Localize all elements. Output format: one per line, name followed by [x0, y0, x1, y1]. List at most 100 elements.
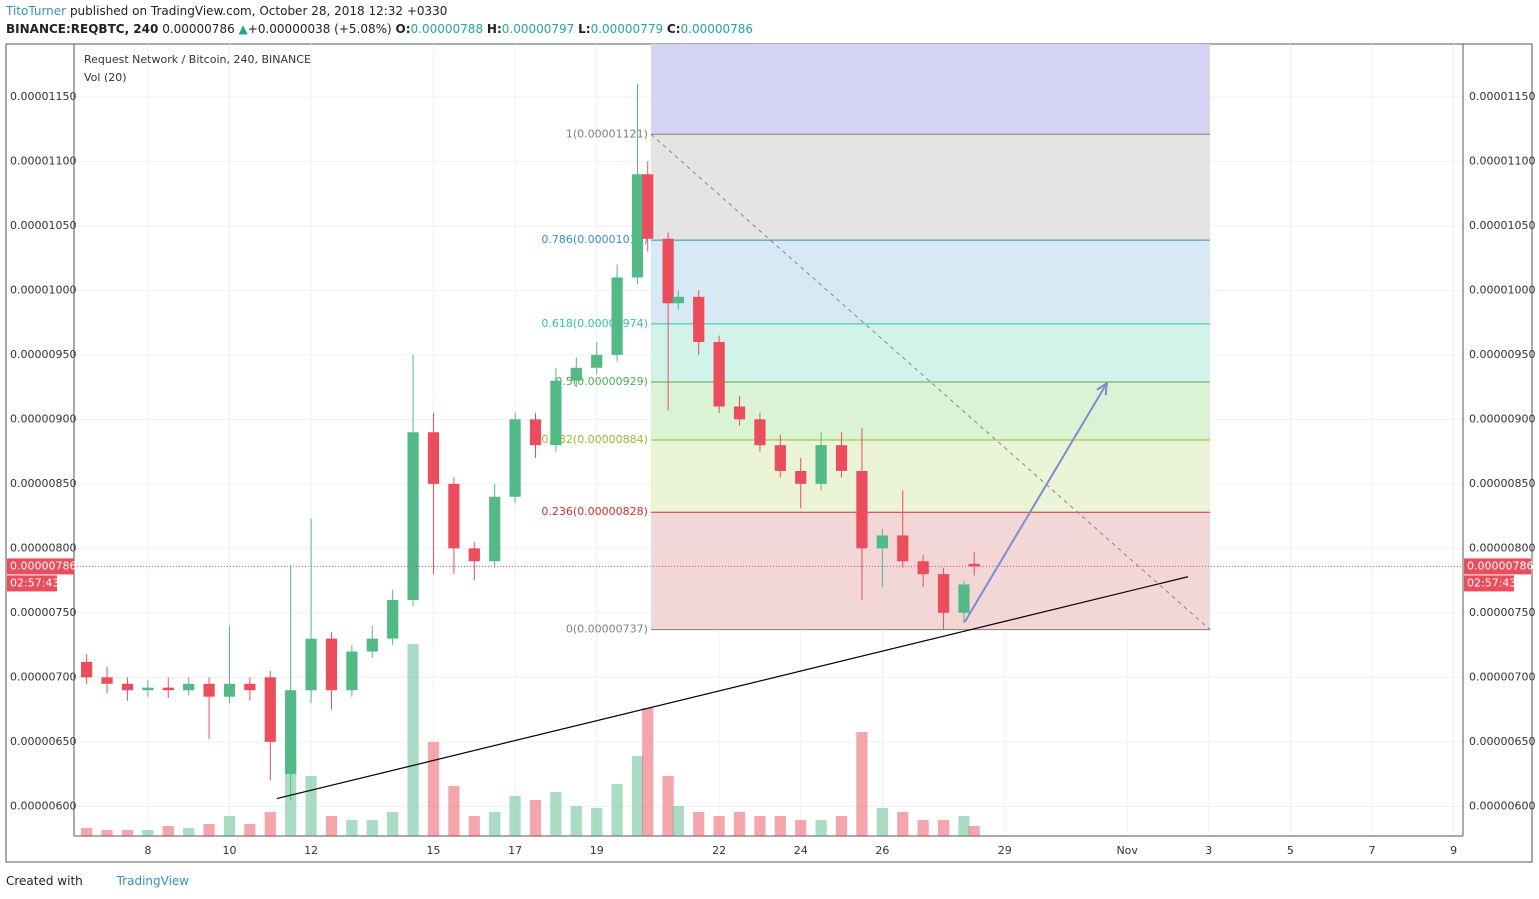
fib-label: 0(0.00000737) [566, 623, 648, 636]
volume-bar [754, 816, 766, 836]
volume-bar [968, 826, 980, 836]
change: +0.00000038 (+5.08%) [247, 22, 392, 36]
candle-body [611, 277, 623, 355]
candle-body [346, 651, 358, 691]
candle-body [183, 683, 195, 691]
volume-bar [366, 820, 378, 836]
c-label: C: [666, 22, 681, 36]
candle-body [917, 561, 929, 575]
candle-body [815, 445, 827, 484]
y-tick-label: 0.00000800 [10, 541, 76, 554]
candle-body [285, 690, 297, 775]
candle-body [244, 683, 256, 691]
chart-title: Request Network / Bitcoin, 240, BINANCE [84, 53, 311, 66]
fib-label: 0.382(0.00000884) [541, 433, 648, 446]
arrow-head [1096, 381, 1108, 396]
fib-label: 1(0.00001121) [566, 127, 648, 140]
volume-bar [264, 812, 276, 836]
volume-bar [81, 828, 93, 836]
volume-bar [937, 820, 950, 836]
volume-bar [897, 812, 909, 836]
volume-bar [774, 816, 786, 836]
volume-bar [468, 816, 480, 836]
h: 0.00000797 [501, 22, 575, 36]
volume-bar [427, 742, 440, 836]
candle-body [223, 683, 236, 697]
fib-zone [650, 323, 1211, 382]
volume-bar [713, 816, 725, 836]
volume-bar [142, 830, 154, 836]
published: published on TradingView.com, October 28… [69, 4, 448, 18]
x-tick-label: 3 [1205, 844, 1212, 857]
volume-bar [509, 796, 521, 836]
l: 0.00000779 [590, 22, 664, 36]
price: 0.00000786 [162, 22, 235, 36]
o-label: O: [395, 22, 411, 36]
y-tick-label-right: 0.00000800 [1469, 541, 1535, 554]
y-tick-label: 0.00001150 [10, 90, 76, 103]
x-tick-label: Nov [1116, 844, 1138, 857]
volume-bar [387, 812, 399, 836]
volume-bar [203, 824, 215, 836]
price-tag-label: 0.00000786 [1467, 559, 1533, 572]
price-tag-label: 0.00000786 [10, 559, 76, 572]
volume-bar [529, 800, 542, 836]
volume-bar [642, 708, 654, 836]
volume-bar [162, 826, 174, 836]
volume-bar [631, 756, 644, 836]
y-tick-label: 0.00000600 [10, 799, 76, 812]
y-tick-label-right: 0.00001050 [1469, 219, 1535, 232]
candle-body [427, 432, 440, 484]
candle-body [407, 432, 419, 600]
candle-body [672, 296, 684, 304]
candle-body [489, 496, 501, 562]
trendline [276, 576, 1189, 800]
x-tick-label: 29 [998, 844, 1012, 857]
volume-bar [570, 806, 582, 836]
volume-bar [795, 820, 807, 836]
candle-body [897, 535, 909, 562]
fib-label: 0.786(0.00001039) [541, 233, 648, 246]
volume-bar [662, 776, 674, 836]
x-tick-label: 8 [144, 844, 151, 857]
volume-bar [325, 816, 338, 836]
candle-body [795, 470, 807, 484]
y-tick-label-right: 0.00000750 [1469, 606, 1535, 619]
x-tick-label: 9 [1450, 844, 1457, 857]
y-tick-label-right: 0.00000900 [1469, 412, 1535, 425]
x-tick-label: 10 [222, 844, 236, 857]
candle-body [162, 687, 174, 691]
candle-body [81, 661, 93, 678]
x-tick-label: 19 [590, 844, 604, 857]
volume-bar [448, 786, 460, 836]
y-tick-label-right: 0.00000600 [1469, 799, 1535, 812]
y-tick-label: 0.00000650 [10, 735, 76, 748]
price-tag [7, 558, 74, 575]
candle-body [509, 419, 521, 497]
brand[interactable]: TradingView [116, 874, 190, 888]
candle-body [835, 445, 848, 471]
volume-bar [876, 808, 888, 836]
chart-subtitle: Vol (20) [84, 71, 127, 84]
volume-bar [958, 816, 970, 836]
candle-body [958, 584, 970, 613]
h-label: H: [486, 22, 502, 36]
volume-bar [407, 644, 419, 836]
candle-body [101, 677, 113, 684]
volume-bar [101, 830, 113, 836]
volume-bar [121, 830, 134, 836]
fib-zone [650, 44, 1211, 135]
candle-body [774, 445, 786, 471]
footer: Created with TradingView [6, 874, 189, 888]
volume-bar [835, 816, 848, 836]
c: 0.00000786 [680, 22, 754, 36]
candle-body [876, 535, 888, 549]
volume-bar [346, 820, 358, 836]
author[interactable]: TitoTurner [6, 4, 67, 18]
y-tick-label: 0.00000700 [10, 670, 76, 683]
fib-zone [650, 440, 1211, 513]
o: 0.00000788 [410, 22, 484, 36]
y-tick-label-right: 0.00001100 [1469, 154, 1535, 167]
